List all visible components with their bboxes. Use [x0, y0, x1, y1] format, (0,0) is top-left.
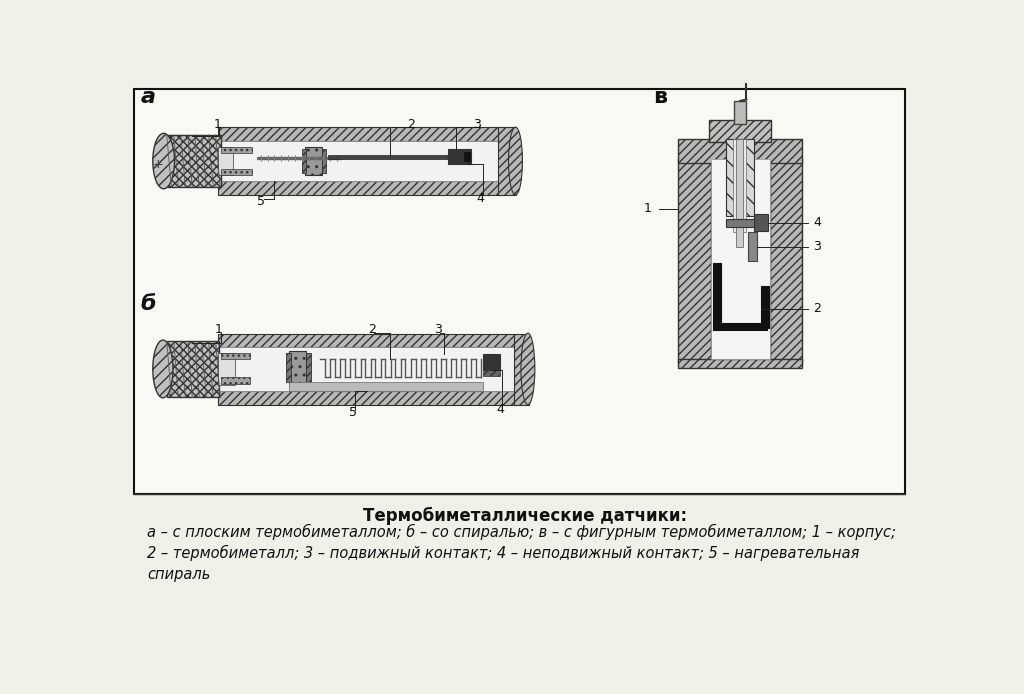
Text: 2: 2	[813, 303, 821, 315]
Bar	[464, 152, 470, 161]
Text: Термобиметаллические датчики:: Термобиметаллические датчики:	[362, 507, 687, 525]
Text: 3: 3	[434, 323, 442, 336]
Bar	[514, 334, 529, 405]
Bar	[305, 147, 322, 175]
Text: 5: 5	[349, 407, 356, 419]
Bar	[736, 139, 742, 247]
Text: 2: 2	[369, 323, 376, 336]
Bar	[710, 120, 771, 142]
Bar	[711, 159, 770, 359]
Bar	[306, 353, 311, 382]
Bar	[770, 159, 802, 363]
Bar	[713, 323, 767, 330]
Bar	[221, 169, 252, 175]
Bar	[221, 353, 251, 359]
Bar	[726, 139, 755, 217]
Bar	[286, 353, 291, 382]
Bar	[678, 159, 711, 363]
Bar	[218, 334, 516, 348]
Bar	[289, 382, 483, 391]
Bar	[218, 147, 233, 175]
Text: б: б	[140, 294, 156, 314]
Bar	[732, 139, 746, 232]
Bar	[134, 90, 905, 493]
Bar	[483, 370, 500, 376]
Text: 3: 3	[473, 117, 480, 130]
Bar	[678, 359, 802, 369]
Bar	[755, 214, 768, 231]
Text: 1: 1	[643, 202, 651, 215]
Bar	[499, 127, 515, 195]
Bar	[218, 391, 516, 405]
Bar	[302, 149, 306, 174]
Bar	[328, 155, 452, 159]
Text: а: а	[140, 87, 156, 108]
Bar	[678, 139, 802, 162]
Bar	[726, 219, 758, 226]
Bar	[761, 286, 769, 328]
Text: 1: 1	[213, 117, 221, 130]
Bar	[734, 101, 746, 124]
Text: 4: 4	[813, 216, 821, 229]
Bar	[713, 263, 721, 328]
Bar	[322, 149, 327, 174]
Text: 1: 1	[215, 323, 222, 336]
Text: 5: 5	[257, 195, 265, 208]
Text: 2 – термобиметалл; 3 – подвижный контакт; 4 – неподвижный контакт; 5 – нагревате: 2 – термобиметалл; 3 – подвижный контакт…	[147, 545, 860, 561]
Bar	[167, 135, 221, 187]
Bar	[221, 378, 251, 384]
Text: +: +	[153, 158, 163, 171]
Ellipse shape	[509, 127, 522, 195]
Bar	[221, 147, 252, 153]
Text: спираль: спираль	[147, 567, 211, 582]
Bar	[748, 232, 758, 261]
Ellipse shape	[153, 133, 174, 189]
Bar	[167, 341, 219, 398]
Bar	[218, 348, 516, 391]
Ellipse shape	[521, 333, 535, 405]
Ellipse shape	[153, 340, 173, 398]
Text: 3: 3	[813, 240, 821, 253]
Bar	[218, 181, 501, 195]
Text: 2: 2	[407, 117, 415, 130]
Text: в: в	[653, 87, 668, 108]
Bar	[289, 351, 306, 384]
Bar	[218, 141, 501, 181]
Bar	[449, 149, 471, 164]
Text: 4: 4	[496, 403, 504, 416]
Text: 4: 4	[477, 192, 484, 205]
Bar	[218, 127, 501, 141]
Bar	[483, 355, 500, 370]
Text: а – с плоским термобиметаллом; б – со спиралью; в – с фигурным термобиметаллом; : а – с плоским термобиметаллом; б – со сп…	[147, 524, 896, 540]
Bar	[218, 353, 234, 385]
